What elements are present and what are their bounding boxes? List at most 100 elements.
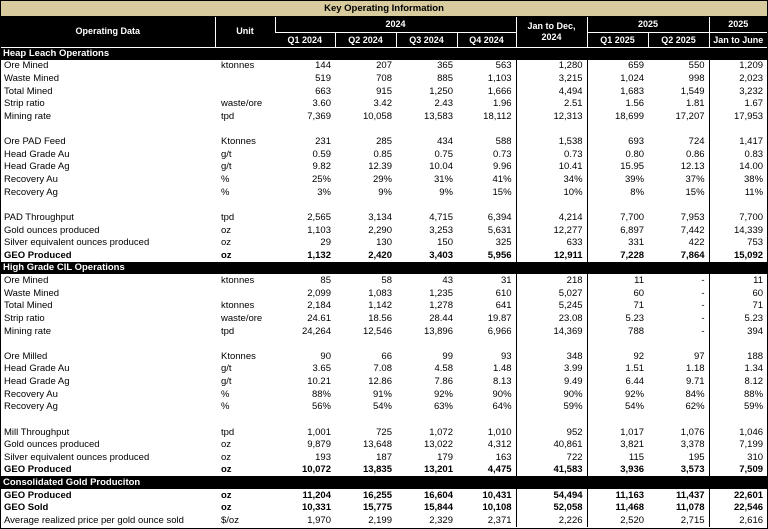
row-unit: oz — [221, 451, 232, 463]
value-cell: 753 — [708, 236, 767, 249]
data-row: Average realized price per gold ounce so… — [1, 514, 767, 527]
row-label: Average realized price per gold ounce so… — [4, 515, 184, 527]
spacer-row — [1, 337, 767, 350]
value-cell: 15,844 — [423, 502, 453, 514]
value-cell: 7,442 — [680, 224, 705, 236]
value-cell: 2,329 — [429, 515, 453, 527]
value-cell: 12,911 — [515, 249, 588, 262]
header-q4-2024: Q4 2024 — [456, 32, 517, 48]
row-unit — [215, 123, 275, 136]
value-cell: 18.56 — [368, 312, 392, 324]
value-cell: 1.48 — [493, 363, 512, 375]
value-cell: 10,072 — [301, 464, 331, 476]
value-cell: 90 — [320, 350, 331, 362]
row-unit: ktonnes — [221, 275, 255, 287]
value-cell: 5,956 — [487, 249, 512, 261]
value-cell: 1.96 — [493, 98, 512, 110]
value-cell: 1.51 — [625, 363, 645, 375]
value-cell — [335, 199, 396, 212]
value-cell: 11,163 — [615, 489, 645, 501]
row-label: Ore Mined — [4, 60, 49, 72]
value-cell: 9.82 — [312, 161, 332, 173]
row-label: Head Grade Au — [4, 363, 70, 375]
value-cell: 52,058 — [515, 501, 588, 515]
value-cell — [335, 337, 396, 350]
value-cell — [587, 337, 648, 350]
value-cell: 1,250 — [429, 85, 453, 97]
row-unit: Ktonnes — [221, 136, 256, 148]
value-cell: 15.95 — [620, 161, 645, 173]
row-label: Head Grade Ag — [4, 376, 70, 388]
row-label: Head Grade Ag — [4, 161, 70, 173]
value-cell: 92% — [433, 388, 453, 400]
value-cell — [335, 123, 396, 136]
value-cell: 14.00 — [708, 160, 767, 174]
value-cell: 365 — [437, 60, 453, 72]
value-cell: 563 — [495, 60, 512, 72]
value-cell: 16,604 — [423, 489, 453, 501]
value-cell: 62% — [685, 401, 705, 413]
value-cell: 11,437 — [675, 489, 705, 501]
value-cell: - — [701, 300, 705, 312]
value-cell: 18,112 — [483, 110, 512, 122]
value-cell: 2.43 — [434, 98, 454, 110]
value-cell: 9.49 — [515, 375, 588, 388]
value-cell: 63% — [433, 401, 453, 413]
value-cell — [648, 199, 709, 212]
section-title: High Grade CIL Operations — [1, 261, 767, 275]
row-unit: g/t — [221, 148, 232, 160]
value-cell: 84% — [685, 388, 705, 400]
header-group-2024: 2024 — [274, 17, 517, 33]
value-cell: 54% — [625, 401, 645, 413]
spacer-row — [1, 122, 767, 136]
value-cell: 2,226 — [515, 514, 588, 527]
value-cell: 16,255 — [362, 489, 392, 501]
value-cell: 1,010 — [487, 426, 512, 438]
data-row: Strip ratio waste/ore 24.61 18.56 28.44 19.87… — [1, 312, 767, 325]
header-q2-2025: Q2 2025 — [647, 32, 710, 48]
value-cell: 7,700 — [620, 211, 645, 223]
value-cell: 71 — [633, 300, 645, 312]
value-cell: 2,184 — [307, 300, 331, 312]
data-row: Recovery Ag% 3% 9% 9% 15% 10% 8% 15% 11% — [1, 185, 767, 199]
value-cell: 693 — [628, 136, 645, 148]
value-cell — [396, 413, 457, 426]
value-cell: 64% — [492, 401, 512, 413]
row-label: Total Mined — [4, 85, 53, 97]
value-cell: 7,509 — [708, 463, 767, 477]
value-cell: 4,494 — [515, 84, 588, 98]
value-cell — [457, 123, 516, 136]
value-cell — [708, 122, 767, 136]
row-unit: % — [221, 186, 230, 198]
value-cell: 59% — [708, 400, 767, 414]
value-cell: 3.42 — [373, 98, 393, 110]
value-cell: 10% — [515, 185, 588, 199]
row-unit: % — [221, 388, 230, 400]
header-jan-to-dec-line2: 2024 — [541, 31, 562, 42]
row-label: Recovery Au — [4, 388, 58, 400]
value-cell: 588 — [495, 136, 512, 148]
value-cell: 285 — [376, 136, 392, 148]
data-row: Mill Throughput tpd 1,001 725 1,072 1,010 952 1… — [1, 425, 767, 439]
value-cell: 722 — [515, 451, 588, 464]
value-cell: 6,897 — [620, 224, 645, 236]
value-cell: 310 — [708, 451, 767, 464]
row-label: Strip ratio — [4, 312, 45, 324]
value-cell: 663 — [315, 85, 331, 97]
value-cell: 12,313 — [515, 110, 588, 123]
value-cell: 18,699 — [614, 110, 645, 122]
data-row: GEO Produced oz 11,204 16,255 16,604 10,431 54… — [1, 488, 767, 502]
value-cell: 0.73 — [493, 148, 512, 160]
value-cell — [396, 199, 457, 212]
value-cell: 1,666 — [487, 85, 512, 97]
value-cell: 90% — [492, 388, 512, 400]
value-cell: 725 — [376, 426, 392, 438]
value-cell: 38% — [708, 173, 767, 186]
value-cell: 92 — [633, 350, 645, 362]
value-cell: 1,142 — [368, 300, 392, 312]
header-group-2025: 2025 — [586, 17, 710, 33]
row-label: Silver equivalent ounces produced — [4, 237, 150, 249]
header-q1-2025: Q1 2025 — [586, 32, 649, 48]
value-cell: 15% — [685, 186, 705, 198]
value-cell: 1,549 — [680, 85, 705, 97]
